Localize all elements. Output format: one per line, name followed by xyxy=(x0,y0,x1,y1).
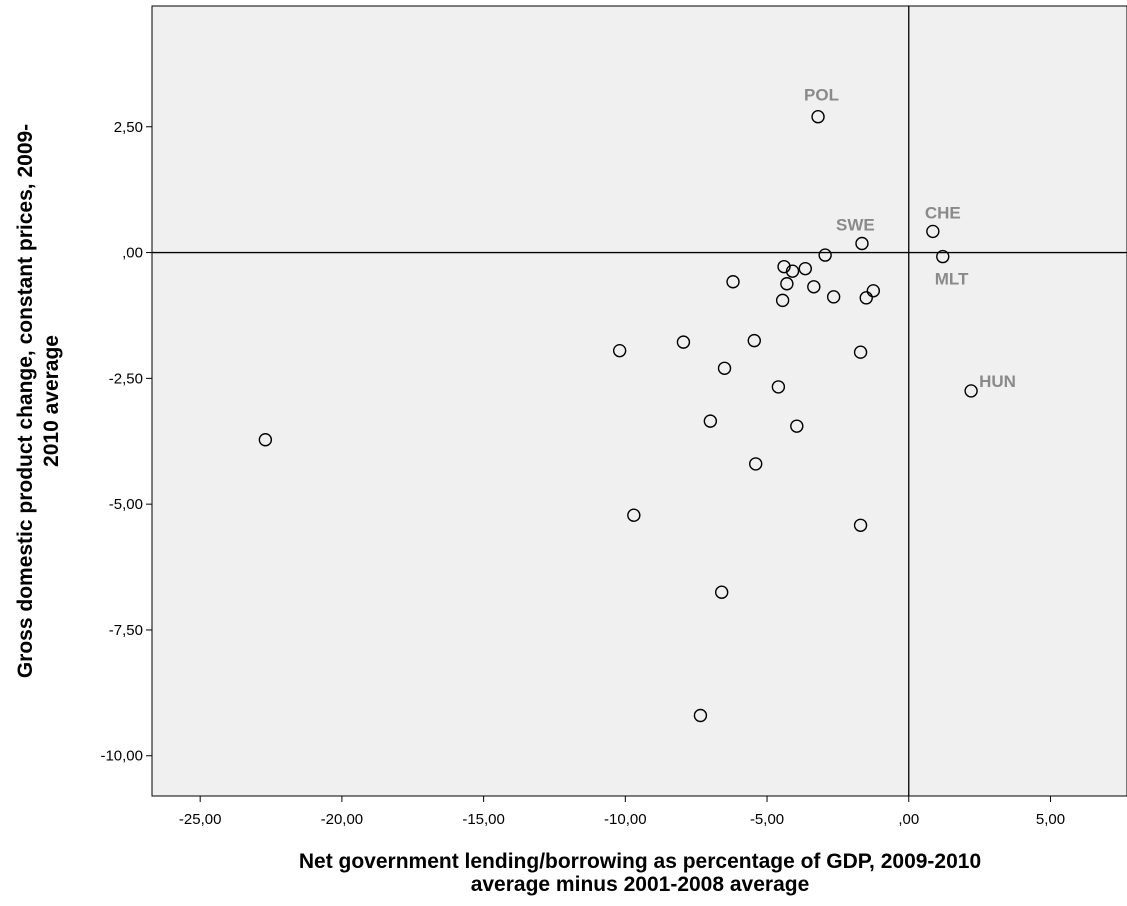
x-axis-title-line-1: Net government lending/borrowing as perc… xyxy=(299,850,981,873)
y-tick-label: 2,50 xyxy=(114,119,143,136)
point-label-mlt: MLT xyxy=(935,270,969,289)
y-tick-label: -10,00 xyxy=(100,748,143,765)
data-point xyxy=(749,457,763,471)
y-axis-title-line-2: 2010 average xyxy=(40,335,63,467)
x-tick-label: -25,00 xyxy=(179,811,222,828)
plot-area xyxy=(151,5,1127,797)
data-point xyxy=(703,414,718,428)
x-tick-label: -10,00 xyxy=(604,811,647,828)
data-point xyxy=(818,248,832,262)
data-point xyxy=(627,508,641,522)
point-label-swe: SWE xyxy=(836,216,875,235)
x-tick-label: -5,00 xyxy=(750,811,784,828)
data-point xyxy=(853,345,868,359)
y-tick-label: -5,00 xyxy=(109,496,143,513)
data-point xyxy=(777,259,791,274)
data-point xyxy=(771,380,786,394)
point-label-che: CHE xyxy=(925,203,961,222)
x-tick-label: ,00 xyxy=(898,811,919,828)
data-point-mlt xyxy=(936,249,950,264)
data-point xyxy=(859,291,873,305)
x-tick-label: -15,00 xyxy=(462,811,505,828)
data-point xyxy=(853,518,868,532)
data-point xyxy=(775,293,790,308)
y-axis-title-line-1: Gross domestic product change, constant … xyxy=(14,124,37,678)
data-point xyxy=(798,261,813,276)
y-tick-label: -7,50 xyxy=(109,622,143,639)
data-point-swe xyxy=(855,236,869,251)
point-label-pol: POL xyxy=(804,86,839,105)
data-point xyxy=(785,264,800,278)
data-point xyxy=(612,343,627,358)
x-tick-label: -20,00 xyxy=(321,811,364,828)
point-label-hun: HUN xyxy=(979,372,1016,391)
y-tick-label: -2,50 xyxy=(109,370,143,387)
data-point xyxy=(258,433,273,447)
x-axis-title-line-2: average minus 2001-2008 average xyxy=(471,873,810,896)
data-point-pol xyxy=(811,110,825,124)
data-point xyxy=(780,277,794,291)
x-tick-label: 5,00 xyxy=(1036,811,1065,828)
data-point xyxy=(714,585,729,599)
data-point xyxy=(676,335,691,349)
data-point xyxy=(807,280,821,294)
data-point xyxy=(747,333,761,348)
data-point xyxy=(866,284,881,298)
data-point xyxy=(826,290,841,304)
data-point xyxy=(693,708,708,723)
data-point-hun xyxy=(964,384,978,398)
data-point xyxy=(726,275,740,289)
data-point xyxy=(790,419,804,433)
data-point-che xyxy=(926,224,940,239)
data-point xyxy=(717,361,732,375)
y-tick-label: ,00 xyxy=(122,245,143,262)
